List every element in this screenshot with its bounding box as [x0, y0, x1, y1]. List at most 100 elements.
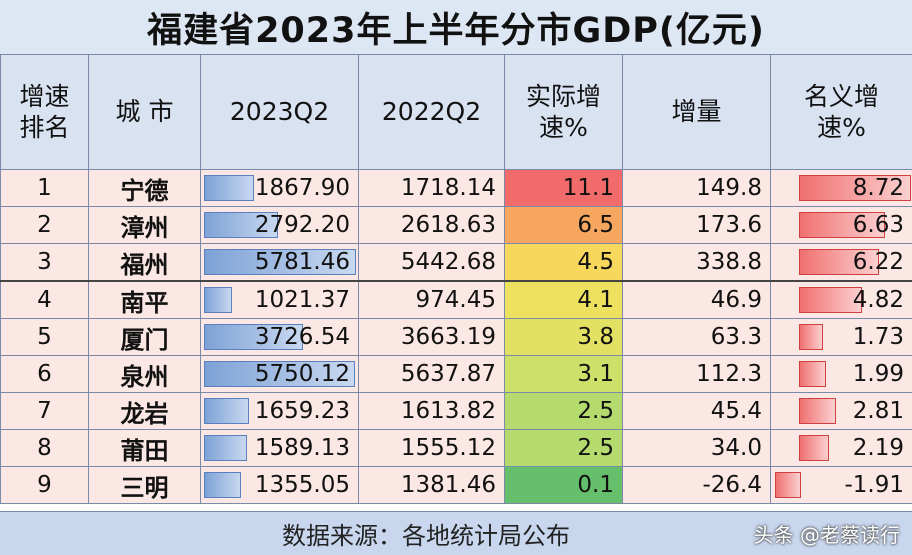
nominal-growth-cell-value: 6.22	[853, 249, 904, 275]
gdp-2022-cell: 1381.46	[359, 467, 505, 504]
nominal-databar	[799, 361, 826, 387]
city-cell-value: 泉州	[121, 363, 169, 391]
increase-cell-value: 173.6	[696, 212, 762, 238]
gdp-databar	[204, 175, 254, 201]
nominal-growth-cell: -1.91	[771, 467, 912, 504]
city-cell-value: 龙岩	[121, 400, 169, 428]
nominal-growth-cell: 4.82	[771, 281, 912, 319]
city-cell-value: 三明	[121, 474, 169, 502]
real-growth-cell: 6.5	[505, 207, 623, 244]
header-2022q2-label: 2022Q2	[382, 97, 481, 126]
gdp-2022-cell-value: 1381.46	[401, 472, 496, 498]
table-row: 6 泉州 5750.12 5637.87 3.1 112.3 1.99	[1, 356, 912, 393]
nominal-databar	[799, 398, 836, 424]
gdp-2022-cell-value: 1613.82	[401, 398, 496, 424]
nominal-databar	[799, 324, 823, 350]
city-cell: 漳州	[89, 207, 201, 244]
nominal-growth-cell-value: 8.72	[853, 175, 904, 201]
city-cell-value: 南平	[121, 289, 169, 317]
gdp-2023-cell-value: 3726.54	[255, 324, 350, 350]
nominal-growth-cell-value: 2.81	[853, 398, 904, 424]
rank-cell: 5	[1, 319, 89, 356]
table-title: 福建省2023年上半年分市GDP(亿元)	[0, 0, 912, 56]
gdp-databar	[204, 472, 241, 498]
rank-cell: 8	[1, 430, 89, 467]
gdp-2022-cell-value: 5637.87	[401, 361, 496, 387]
gdp-2023-cell-value: 1355.05	[255, 472, 350, 498]
header-row: 增速 排名 城 市 2023Q2 2022Q2 实际增 速% 增量 名义增 速%	[1, 55, 912, 170]
gdp-2022-cell: 1555.12	[359, 430, 505, 467]
gdp-databar	[204, 398, 249, 424]
gdp-2023-cell: 1589.13	[201, 430, 359, 467]
header-rank-label: 增速 排名	[19, 82, 69, 142]
rank-cell-value: 7	[37, 398, 52, 424]
city-cell: 福州	[89, 244, 201, 282]
increase-cell: 338.8	[623, 244, 771, 282]
gdp-2022-cell: 5442.68	[359, 244, 505, 282]
header-real-growth-label: 实际增 速%	[526, 82, 601, 142]
nominal-growth-cell-value: 6.63	[853, 212, 904, 238]
gdp-2023-cell-value: 1021.37	[255, 287, 350, 313]
nominal-growth-cell-value: 1.99	[853, 361, 904, 387]
header-rank: 增速 排名	[1, 55, 89, 170]
gdp-2023-cell: 5781.46	[201, 244, 359, 282]
gdp-2023-cell: 1659.23	[201, 393, 359, 430]
increase-cell: -26.4	[623, 467, 771, 504]
header-nominal-growth: 名义增 速%	[771, 55, 912, 170]
gdp-2023-cell: 1355.05	[201, 467, 359, 504]
city-cell: 莆田	[89, 430, 201, 467]
nominal-growth-cell: 1.73	[771, 319, 912, 356]
increase-cell-value: 112.3	[696, 361, 762, 387]
gdp-2022-cell-value: 974.45	[416, 287, 496, 313]
rank-cell: 7	[1, 393, 89, 430]
real-growth-cell: 3.8	[505, 319, 623, 356]
nominal-growth-cell: 8.72	[771, 170, 912, 207]
nominal-databar	[799, 435, 829, 461]
rank-cell: 4	[1, 281, 89, 319]
gdp-2022-cell: 1613.82	[359, 393, 505, 430]
gdp-2022-cell: 5637.87	[359, 356, 505, 393]
gdp-2022-cell-value: 5442.68	[401, 249, 496, 275]
real-growth-cell-value: 2.5	[577, 435, 614, 461]
increase-cell-value: 34.0	[711, 435, 762, 461]
city-cell-value: 莆田	[121, 437, 169, 465]
header-2022q2: 2022Q2	[359, 55, 505, 170]
real-growth-cell: 3.1	[505, 356, 623, 393]
real-growth-cell: 4.5	[505, 244, 623, 282]
increase-cell-value: -26.4	[702, 472, 762, 498]
increase-cell-value: 46.9	[711, 287, 762, 313]
increase-cell: 34.0	[623, 430, 771, 467]
increase-cell-value: 63.3	[711, 324, 762, 350]
real-growth-cell-value: 11.1	[563, 175, 614, 201]
gdp-databar	[204, 435, 247, 461]
rank-cell-value: 5	[37, 324, 52, 350]
city-cell-value: 厦门	[121, 326, 169, 354]
rank-cell: 1	[1, 170, 89, 207]
increase-cell: 149.8	[623, 170, 771, 207]
header-city: 城 市	[89, 55, 201, 170]
real-growth-cell-value: 3.1	[577, 361, 614, 387]
nominal-growth-cell: 6.22	[771, 244, 912, 282]
source-text: 数据来源：各地统计局公布	[282, 516, 570, 551]
rank-cell-value: 8	[37, 435, 52, 461]
increase-cell-value: 338.8	[696, 249, 762, 275]
nominal-growth-cell-value: 4.82	[853, 287, 904, 313]
city-cell: 泉州	[89, 356, 201, 393]
header-2023q2-label: 2023Q2	[230, 97, 329, 126]
gdp-2022-cell-value: 2618.63	[401, 212, 496, 238]
rank-cell-value: 6	[37, 361, 52, 387]
gdp-2023-cell: 1867.90	[201, 170, 359, 207]
gdp-2023-cell: 1021.37	[201, 281, 359, 319]
header-real-growth: 实际增 速%	[505, 55, 623, 170]
nominal-growth-cell: 2.81	[771, 393, 912, 430]
real-growth-cell: 11.1	[505, 170, 623, 207]
gdp-2023-cell-value: 5750.12	[255, 361, 350, 387]
header-city-label: 城 市	[116, 97, 174, 126]
nominal-growth-cell-value: 2.19	[853, 435, 904, 461]
header-increase-label: 增量	[671, 97, 721, 126]
city-cell: 宁德	[89, 170, 201, 207]
